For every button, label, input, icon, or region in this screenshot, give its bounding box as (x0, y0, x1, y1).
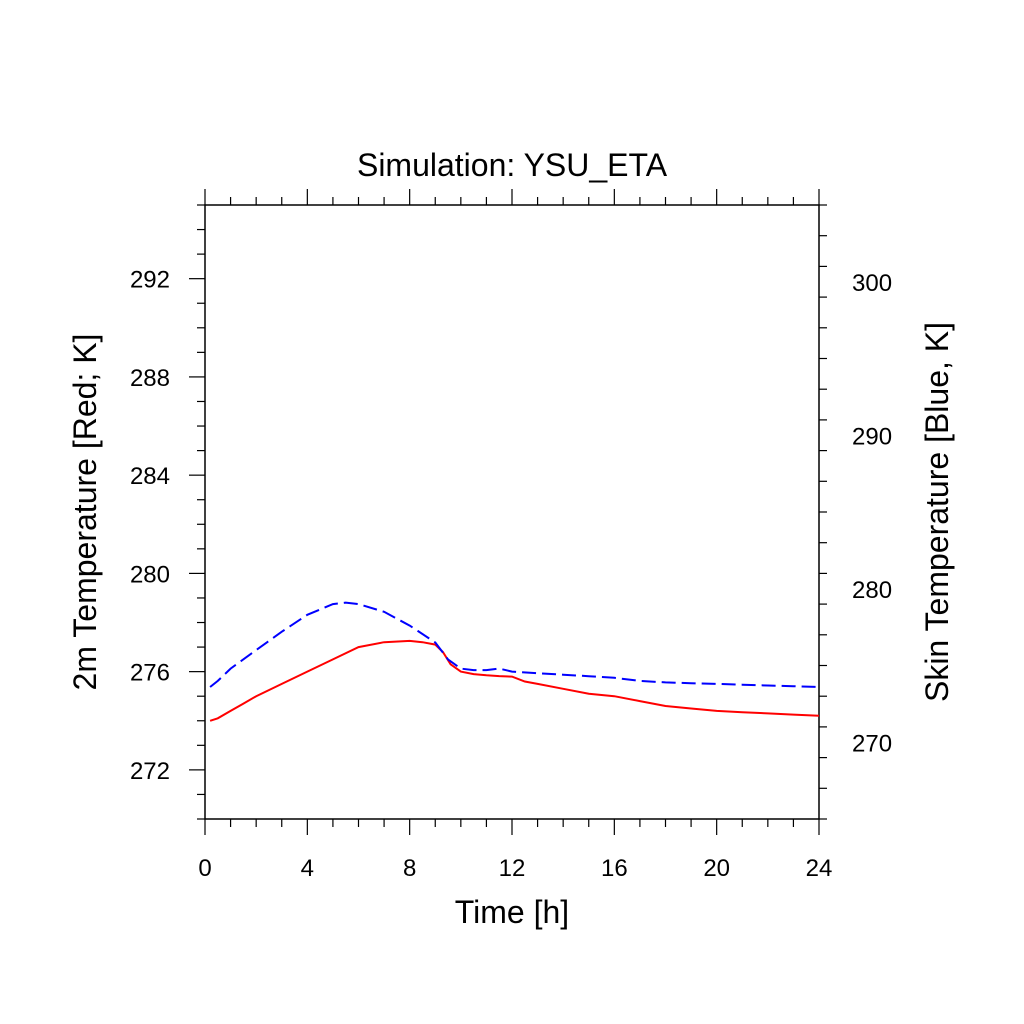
y-left-tick-label: 288 (130, 365, 170, 392)
y-left-tick-label: 272 (130, 758, 170, 785)
series-lines (209, 601, 820, 722)
plot-frame (204, 204, 820, 820)
y-right-tick-label: 270 (852, 730, 892, 757)
tick-marks (189, 189, 827, 835)
x-tick-label: 20 (703, 855, 730, 882)
tick-labels: 0 4 8 12 16 20 24 272 276 280 284 288 292 270 280 290 30… (130, 267, 892, 882)
chart-title: Simulation: YSU_ETA (357, 147, 668, 183)
x-tick-label: 24 (806, 855, 833, 882)
x-tick-label: 12 (499, 855, 526, 882)
x-tick-label: 16 (601, 855, 628, 882)
x-axis-label: Time [h] (455, 894, 569, 930)
2m-temperature-line (209, 639, 820, 722)
y-right-tick-label: 280 (852, 577, 892, 604)
skin-temperature-line (209, 601, 820, 688)
x-tick-label: 0 (198, 855, 211, 882)
y-left-tick-label: 292 (130, 267, 170, 294)
y-axis-label-left: 2m Temperature [Red; K] (67, 334, 103, 691)
y-left-tick-label: 280 (130, 561, 170, 588)
x-tick-label: 8 (403, 855, 416, 882)
y-right-tick-label: 300 (852, 270, 892, 297)
y-axis-label-right: Skin Temperature [Blue, K] (919, 322, 955, 702)
y-right-tick-label: 290 (852, 423, 892, 450)
y-left-tick-label: 284 (130, 463, 170, 490)
y-left-tick-label: 276 (130, 660, 170, 687)
x-tick-label: 4 (301, 855, 314, 882)
